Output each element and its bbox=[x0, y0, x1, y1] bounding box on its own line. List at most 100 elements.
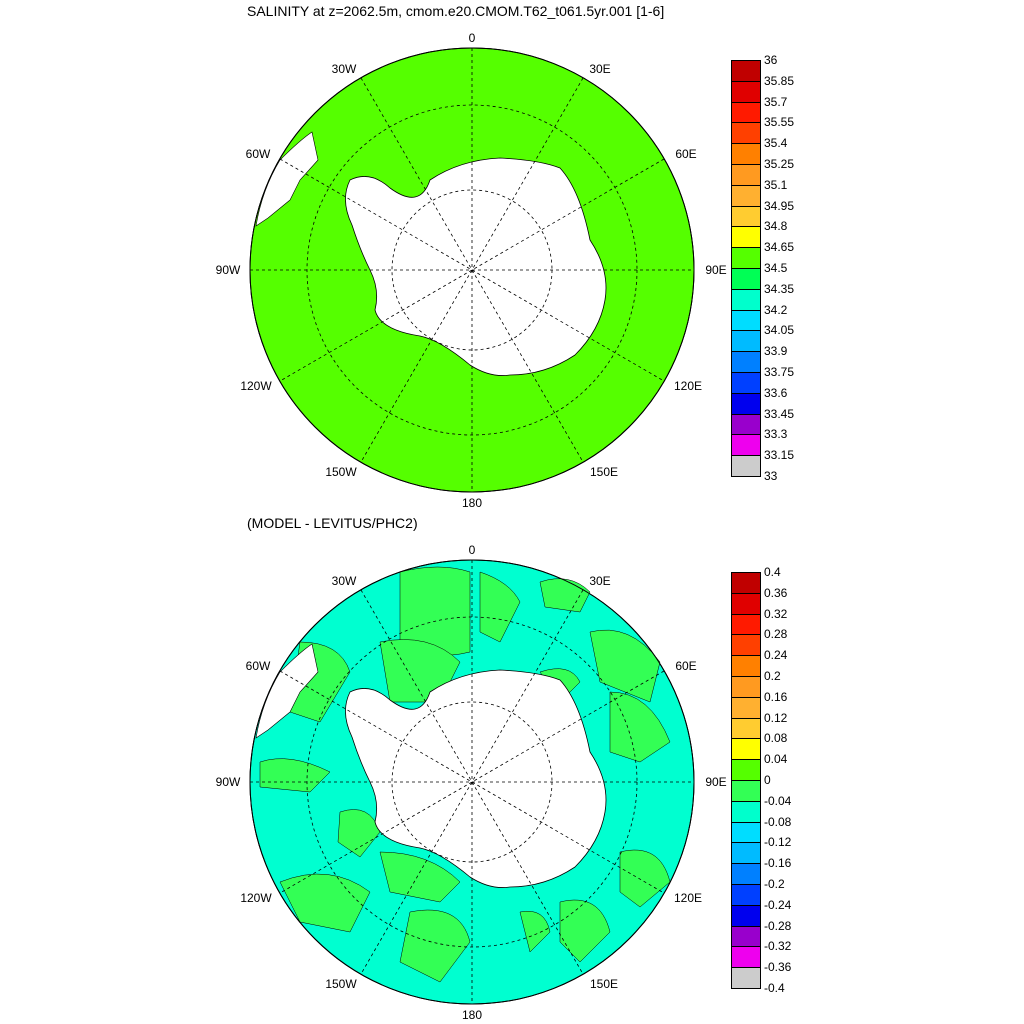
colorbar-label: 0.2 bbox=[764, 668, 781, 683]
lon-label-90e: 90E bbox=[705, 263, 726, 277]
colorbar-swatch bbox=[731, 267, 761, 289]
colorbar-label: 0 bbox=[764, 772, 771, 787]
colorbar-label: -0.32 bbox=[764, 939, 792, 954]
colorbar-label: 0.28 bbox=[764, 627, 788, 642]
lon-label-30e: 30E bbox=[589, 62, 610, 76]
salinity-polar-map: 0 30E 60E 90E 120E 150E 180 150W 120W 90… bbox=[216, 31, 727, 510]
colorbar-label: 35.4 bbox=[764, 136, 788, 151]
lon-label-90w: 90W bbox=[216, 775, 241, 789]
colorbar-label: 36 bbox=[764, 53, 778, 67]
lon-label-0: 0 bbox=[469, 31, 476, 45]
top-map-title: SALINITY at z=2062.5m, cmom.e20.CMOM.T62… bbox=[247, 3, 665, 19]
colorbar-label: 0.36 bbox=[764, 585, 788, 600]
colorbar-label: -0.2 bbox=[764, 876, 785, 891]
colorbar-label: 35.55 bbox=[764, 115, 795, 130]
colorbar-swatch bbox=[731, 122, 761, 144]
difference-polar-map: 0 30E 60E 90E 120E 150E 180 150W 120W 90… bbox=[216, 543, 727, 1022]
colorbar-swatch bbox=[731, 226, 761, 248]
colorbar-swatch bbox=[731, 101, 761, 123]
difference-colorbar-labels: 0.4 0.36 0.32 0.28 0.24 0.2 0.16 0.12 0.08 0.04 0 -… bbox=[764, 565, 804, 1002]
lon-label-150e: 150E bbox=[590, 977, 618, 991]
colorbar-label: 0.04 bbox=[764, 752, 788, 767]
colorbar-label: 34.8 bbox=[764, 219, 788, 234]
land-south-america bbox=[255, 131, 319, 227]
colorbar-swatch bbox=[731, 330, 761, 352]
lon-label-30w: 30W bbox=[332, 62, 357, 76]
colorbar-label: -0.24 bbox=[764, 897, 792, 912]
lon-label-120w: 120W bbox=[240, 379, 272, 393]
lon-label-60e: 60E bbox=[675, 659, 696, 673]
lon-label-60e: 60E bbox=[675, 147, 696, 161]
colorbar-swatch bbox=[731, 842, 761, 864]
colorbar-swatch bbox=[731, 675, 761, 697]
colorbar-label: 34.35 bbox=[764, 281, 795, 296]
lon-label-150w: 150W bbox=[325, 977, 357, 991]
colorbar-label: 34.2 bbox=[764, 302, 788, 317]
colorbar-label: 34.05 bbox=[764, 323, 795, 338]
colorbar-label: 35.1 bbox=[764, 177, 788, 192]
colorbar-label: 34.95 bbox=[764, 198, 795, 213]
colorbar-label: 33.45 bbox=[764, 406, 795, 421]
colorbar-swatch bbox=[731, 371, 761, 393]
colorbar-swatch bbox=[731, 309, 761, 331]
colorbar-swatch bbox=[731, 613, 761, 635]
colorbar-label: 33.15 bbox=[764, 448, 795, 463]
lon-label-120w: 120W bbox=[240, 891, 272, 905]
colorbar-swatch bbox=[731, 717, 761, 739]
colorbar-label: -0.16 bbox=[764, 856, 792, 871]
colorbar-swatch bbox=[731, 455, 761, 477]
lon-label-150w: 150W bbox=[325, 465, 357, 479]
land-antarctica bbox=[345, 157, 607, 376]
colorbar-swatch bbox=[731, 184, 761, 206]
colorbar-label: 0.12 bbox=[764, 710, 788, 725]
colorbar-label: 33.3 bbox=[764, 427, 788, 442]
colorbar-swatch bbox=[731, 779, 761, 801]
colorbar-swatch bbox=[731, 696, 761, 718]
lon-label-90e: 90E bbox=[705, 775, 726, 789]
colorbar-label: 35.7 bbox=[764, 94, 788, 109]
colorbar-label: 0.32 bbox=[764, 606, 788, 621]
lon-label-90w: 90W bbox=[216, 263, 241, 277]
land-south-america bbox=[255, 643, 319, 739]
colorbar-swatch bbox=[731, 738, 761, 760]
colorbar-label: 0.24 bbox=[764, 648, 788, 663]
lon-label-0: 0 bbox=[469, 543, 476, 557]
colorbar-swatch bbox=[731, 60, 761, 81]
colorbar-swatch bbox=[731, 80, 761, 102]
lon-label-60w: 60W bbox=[246, 147, 271, 161]
colorbar-label: -0.04 bbox=[764, 793, 792, 808]
lon-label-120e: 120E bbox=[674, 891, 702, 905]
colorbar-swatch bbox=[731, 759, 761, 780]
bottom-map-title: (MODEL - LEVITUS/PHC2) bbox=[247, 515, 418, 531]
lon-label-180: 180 bbox=[462, 1008, 482, 1022]
lon-label-30e: 30E bbox=[589, 574, 610, 588]
colorbar-swatch bbox=[731, 925, 761, 947]
colorbar-label: 35.25 bbox=[764, 156, 795, 171]
colorbar-swatch bbox=[731, 205, 761, 227]
lon-label-180: 180 bbox=[462, 496, 482, 510]
salinity-colorbar bbox=[731, 60, 761, 477]
land-antarctica bbox=[345, 669, 607, 888]
colorbar-swatch bbox=[731, 143, 761, 164]
colorbar-label: 34.5 bbox=[764, 260, 788, 275]
colorbar-label: 0.08 bbox=[764, 731, 788, 746]
lon-label-120e: 120E bbox=[674, 379, 702, 393]
colorbar-swatch bbox=[731, 863, 761, 884]
colorbar-swatch bbox=[731, 392, 761, 414]
colorbar-swatch bbox=[731, 592, 761, 614]
grid-lines bbox=[250, 560, 694, 1004]
colorbar-label: 33.9 bbox=[764, 344, 788, 359]
colorbar-swatch bbox=[731, 351, 761, 372]
colorbar-label: -0.28 bbox=[764, 918, 792, 933]
colorbar-label: 33 bbox=[764, 468, 778, 483]
lon-label-60w: 60W bbox=[246, 659, 271, 673]
colorbar-label: -0.12 bbox=[764, 835, 792, 850]
colorbar-swatch bbox=[731, 413, 761, 435]
lon-label-150e: 150E bbox=[590, 465, 618, 479]
colorbar-swatch bbox=[731, 247, 761, 268]
colorbar-label: 35.85 bbox=[764, 73, 795, 88]
colorbar-label: 33.75 bbox=[764, 364, 795, 379]
colorbar-swatch bbox=[731, 655, 761, 676]
lon-label-30w: 30W bbox=[332, 574, 357, 588]
difference-colorbar bbox=[731, 572, 761, 989]
